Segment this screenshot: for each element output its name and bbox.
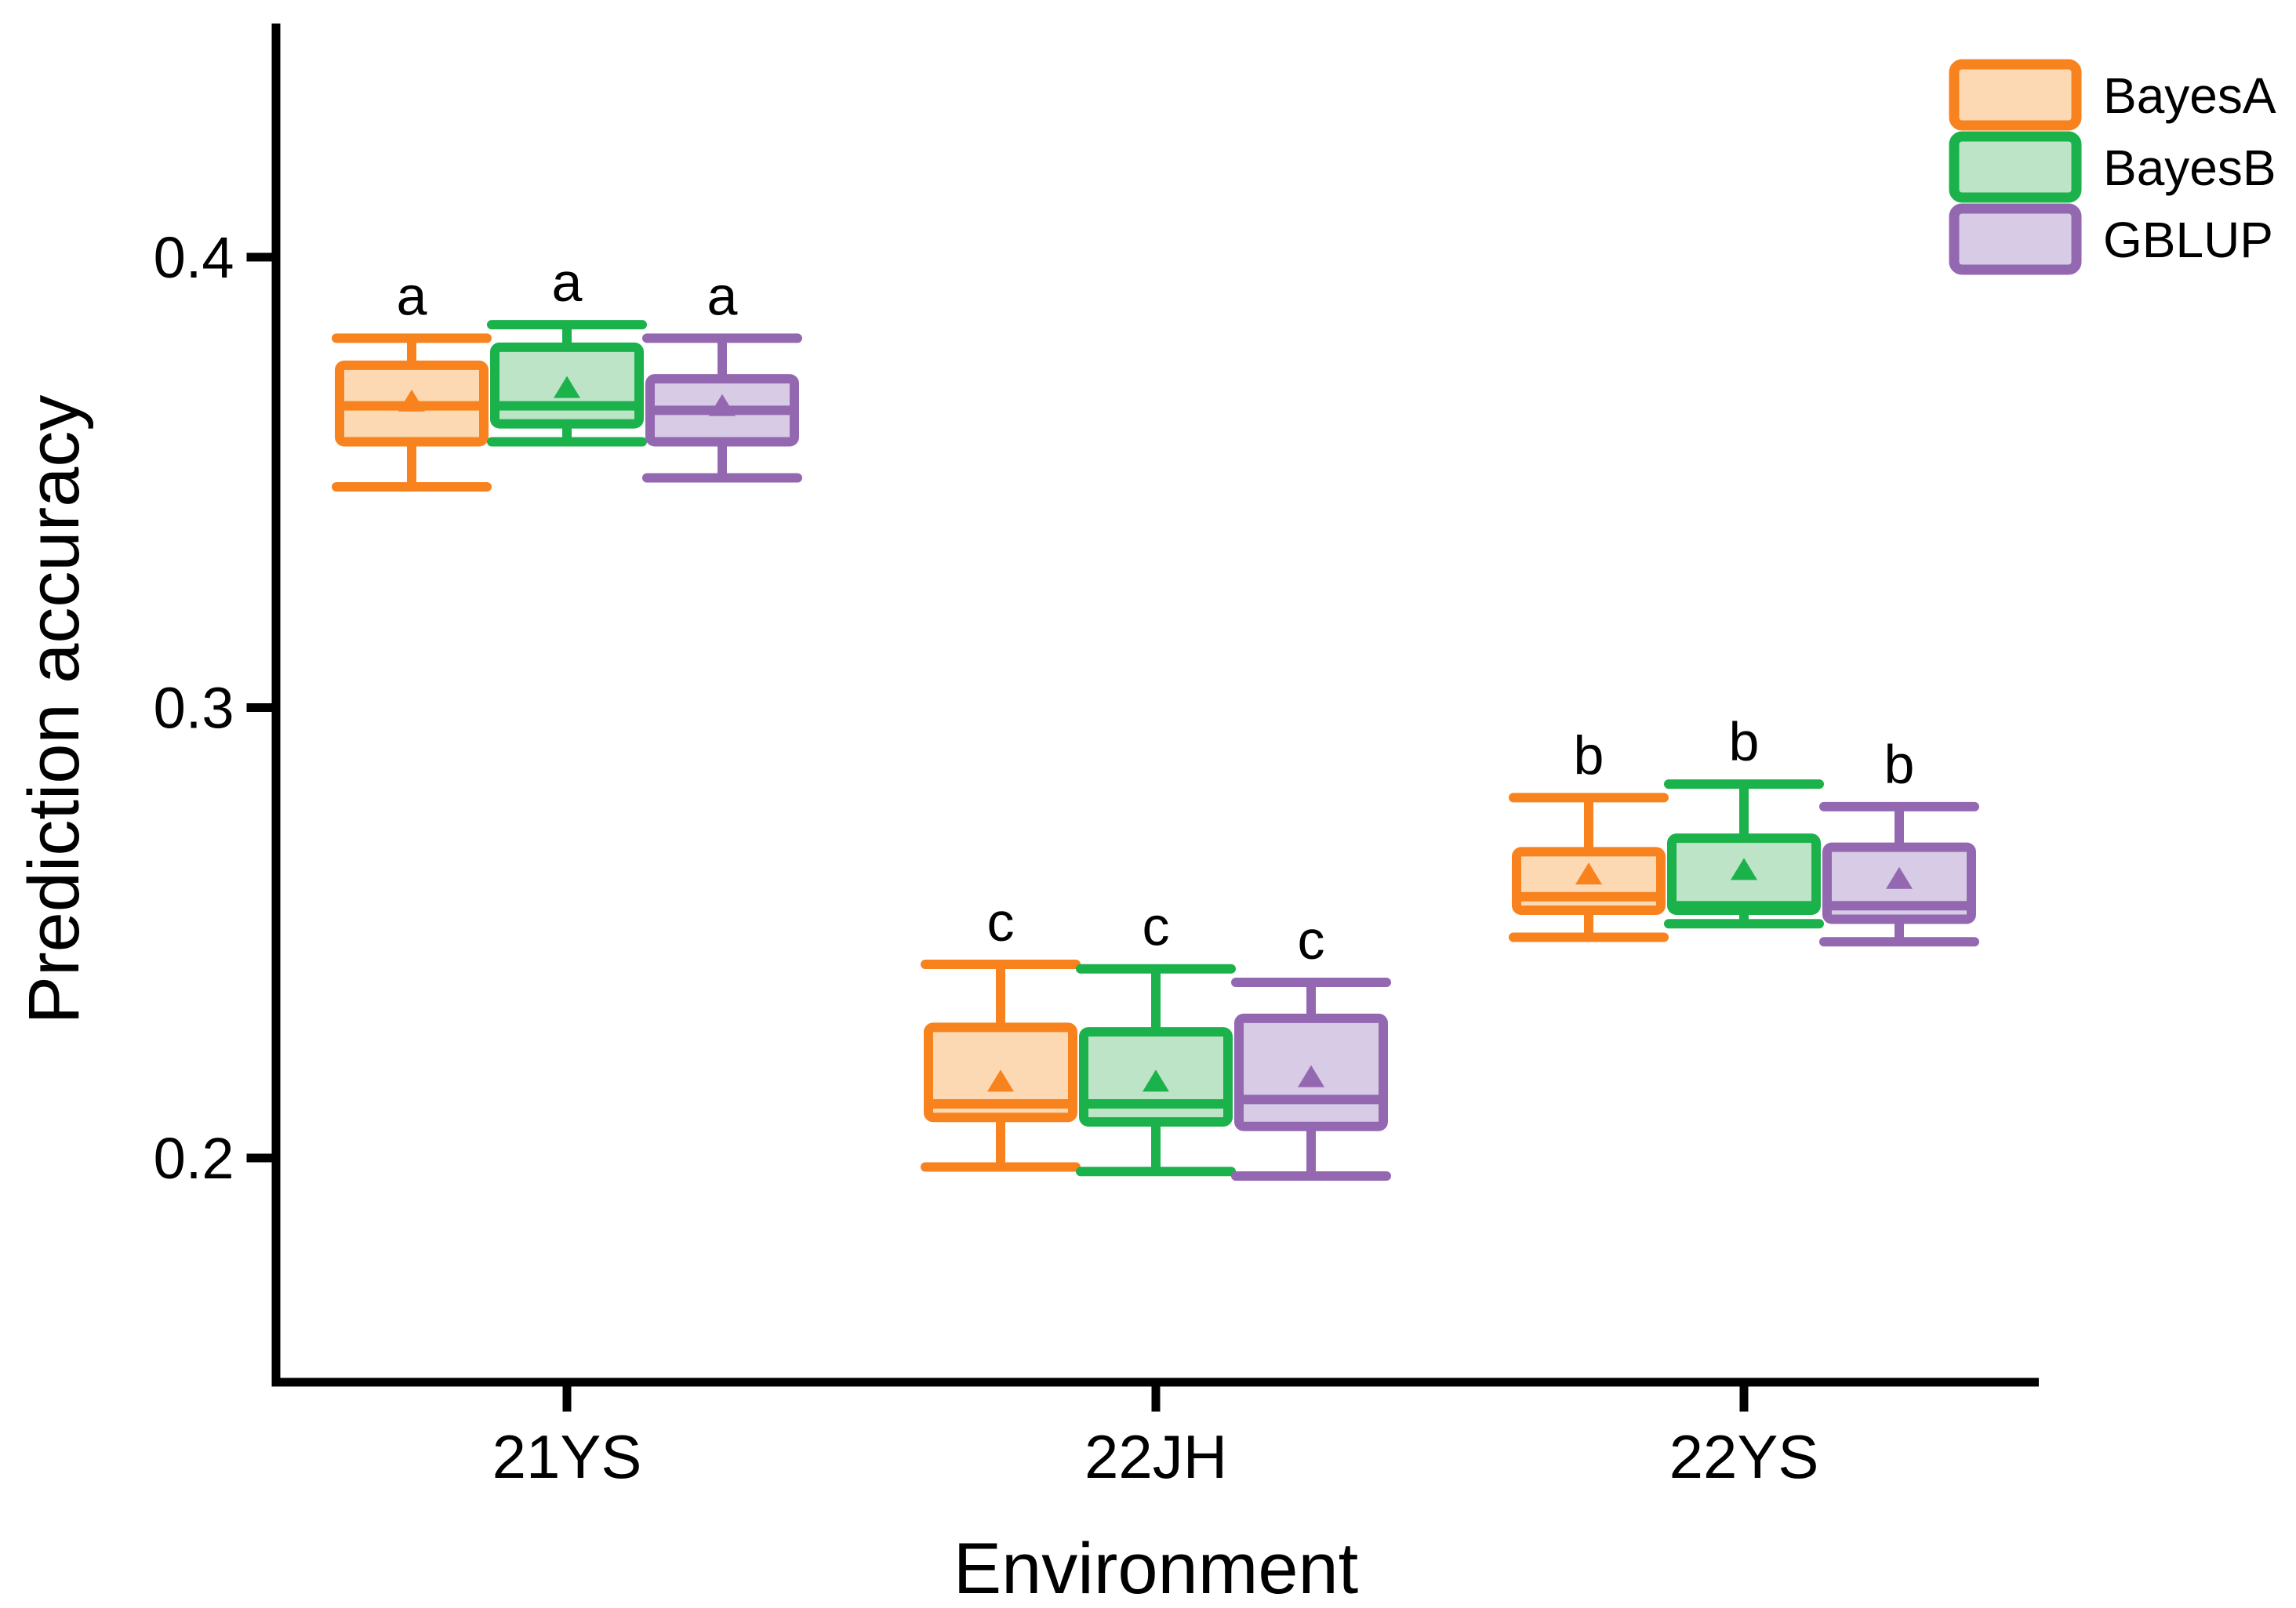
mean-marker [554,376,580,398]
significance-letter: c [987,891,1015,953]
y-axis-title: Prediction accuracy [14,395,94,1025]
box-BayesB-22JH: c [1076,896,1236,1177]
significance-letter: b [1884,734,1915,795]
box-BayesA-22JH: c [921,891,1081,1172]
x-tick-label: 22YS [1669,1422,1819,1491]
significance-letter: b [1729,711,1760,772]
significance-letter: a [552,252,583,313]
x-tick-label: 22JH [1084,1422,1227,1491]
x-tick-label: 21YS [492,1422,642,1491]
legend-entry-BayesB: BayesB [1949,131,2276,203]
mean-marker [987,1069,1014,1092]
significance-letter: a [707,265,738,326]
y-tick-label: 0.4 [154,225,234,290]
box-BayesB-21YS: a [487,252,647,447]
y-tick-label: 0.3 [154,676,234,741]
significance-letter: a [397,265,427,326]
mean-marker [398,389,425,412]
significance-letter: c [1298,909,1325,971]
legend-key-BayesB [1949,131,2082,203]
legend-label-BayesA: BayesA [2103,67,2276,124]
plot-area: a c b a c b a c b [332,252,1979,1181]
box-GBLUP-22JH: c [1231,909,1391,1181]
mean-marker [709,394,736,416]
mean-marker [1731,858,1757,880]
significance-letter: b [1574,724,1604,786]
box-GBLUP-22YS: b [1819,734,1979,947]
legend-key-GBLUP [1949,203,2082,275]
legend: BayesA BayesB GBLUP [1949,59,2276,275]
mean-marker [1143,1069,1169,1092]
significance-letter: c [1143,896,1170,957]
x-axis-title: Environment [954,1529,1358,1608]
mean-marker [1298,1065,1324,1087]
legend-key-BayesA [1949,59,2082,131]
mean-marker [1575,862,1602,885]
mean-marker [1886,866,1913,889]
axes-layer: 0.2 0.3 0.4 21YS 22JH 22YS [154,24,2039,1491]
box-GBLUP-21YS: a [642,265,802,483]
legend-label-GBLUP: GBLUP [2103,212,2273,268]
box-BayesB-22YS: b [1664,711,1824,929]
legend-entry-BayesA: BayesA [1949,59,2276,131]
legend-entry-GBLUP: GBLUP [1949,203,2273,275]
box-BayesA-21YS: a [332,265,492,492]
box-BayesA-22YS: b [1509,724,1669,942]
legend-label-BayesB: BayesB [2103,140,2276,196]
y-tick-label: 0.2 [154,1126,234,1191]
